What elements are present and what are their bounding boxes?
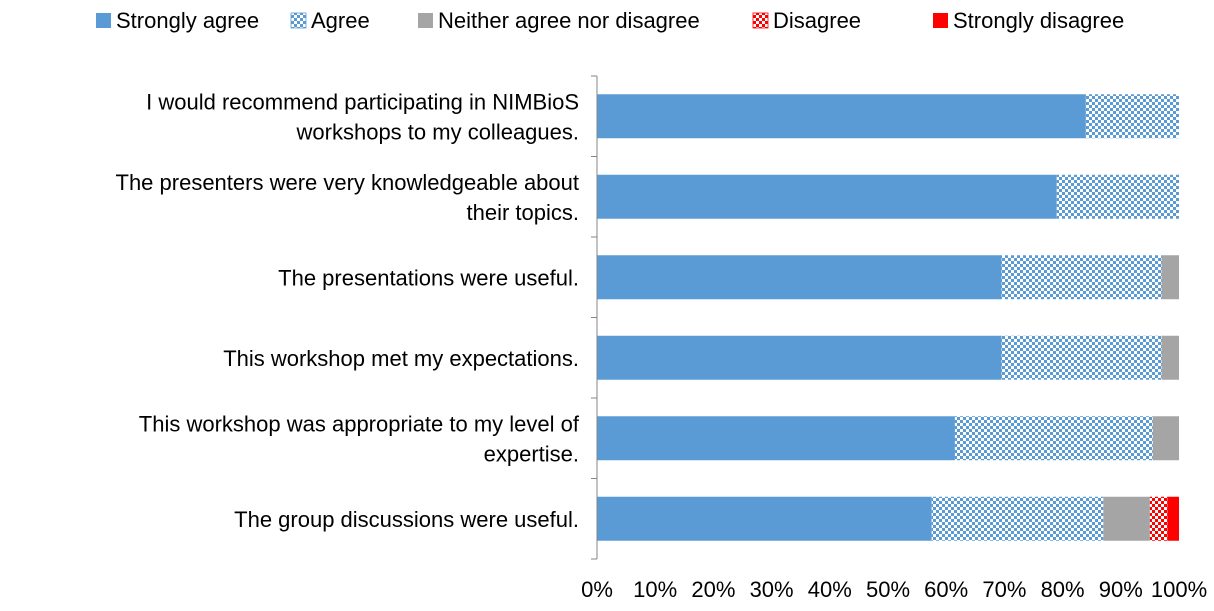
bar-neither-agree-nor-disagree: [1161, 335, 1179, 380]
bar-strongly-agree: [597, 94, 1086, 139]
legend-item-neither-agree-nor-disagree: Neither agree nor disagree: [418, 8, 700, 33]
category-label-line: The presenters were very knowledgeable a…: [116, 170, 580, 195]
legend-label: Agree: [311, 8, 370, 33]
bar-agree: [1056, 174, 1179, 219]
x-tick-label: 100%: [1151, 577, 1207, 602]
category-label: This workshop met my expectations.: [223, 346, 579, 371]
bar-disagree: [1149, 496, 1168, 541]
legend-item-agree: Agree: [290, 8, 370, 33]
category-label-line: I would recommend participating in NIMBi…: [146, 89, 579, 114]
bar-neither-agree-nor-disagree: [1103, 496, 1150, 541]
bar-strongly-disagree: [1167, 496, 1179, 541]
legend-label: Strongly disagree: [953, 8, 1124, 33]
category-label: I would recommend participating in NIMBi…: [146, 89, 579, 144]
x-tick-label: 70%: [982, 577, 1026, 602]
legend-label: Disagree: [773, 8, 861, 33]
legend-swatch: [96, 13, 111, 28]
x-tick-label: 10%: [633, 577, 677, 602]
bar-agree: [954, 416, 1153, 461]
legend-swatch: [418, 13, 433, 28]
x-tick-label: 30%: [750, 577, 794, 602]
category-label-line: The group discussions were useful.: [234, 507, 579, 532]
legend-swatch: [290, 12, 307, 29]
category-label: The presenters were very knowledgeable a…: [116, 170, 580, 225]
category-label-line: This workshop met my expectations.: [223, 346, 579, 371]
bar-agree: [931, 496, 1104, 541]
bar-agree: [1085, 94, 1179, 139]
category-label: The group discussions were useful.: [234, 507, 579, 532]
legend-label: Strongly agree: [116, 8, 259, 33]
bar-series: [597, 94, 1179, 541]
bar-neither-agree-nor-disagree: [1161, 255, 1179, 300]
category-label-line: workshops to my colleagues.: [296, 119, 579, 144]
bar-strongly-agree: [597, 416, 955, 461]
value-axis: 0% 10% 20% 30% 40% 50% 60% 70% 80% 90% 100%: [581, 75, 1207, 602]
legend-item-disagree: Disagree: [752, 8, 861, 33]
bar-strongly-agree: [597, 255, 1002, 300]
legend-swatch: [752, 12, 769, 29]
x-tick-label: 60%: [924, 577, 968, 602]
bar-strongly-agree: [597, 174, 1057, 219]
category-labels: I would recommend participating in NIMBi…: [116, 89, 580, 532]
bar-strongly-agree: [597, 335, 1002, 380]
category-label: This workshop was appropriate to my leve…: [139, 411, 580, 466]
legend-item-strongly-disagree: Strongly disagree: [933, 8, 1124, 33]
bar-agree: [1001, 335, 1162, 380]
legend-label: Neither agree nor disagree: [438, 8, 700, 33]
x-tick-label: 80%: [1041, 577, 1085, 602]
bar-agree: [1001, 255, 1162, 300]
x-tick-label: 90%: [1099, 577, 1143, 602]
legend-item-strongly-agree: Strongly agree: [96, 8, 259, 33]
x-tick-label: 20%: [691, 577, 735, 602]
bar-strongly-agree: [597, 496, 932, 541]
x-tick-label: 0%: [581, 577, 613, 602]
category-label-line: The presentations were useful.: [278, 265, 579, 290]
legend-swatch: [933, 13, 948, 28]
bar-neither-agree-nor-disagree: [1152, 416, 1179, 461]
chart-legend: Strongly agree Agree Neither agree nor dis…: [96, 8, 1124, 33]
category-label-line: expertise.: [484, 441, 579, 466]
category-label: The presentations were useful.: [278, 265, 579, 290]
category-label-line: their topics.: [467, 200, 580, 225]
category-label-line: This workshop was appropriate to my leve…: [139, 411, 580, 436]
x-tick-label: 40%: [808, 577, 852, 602]
x-tick-label: 50%: [866, 577, 910, 602]
